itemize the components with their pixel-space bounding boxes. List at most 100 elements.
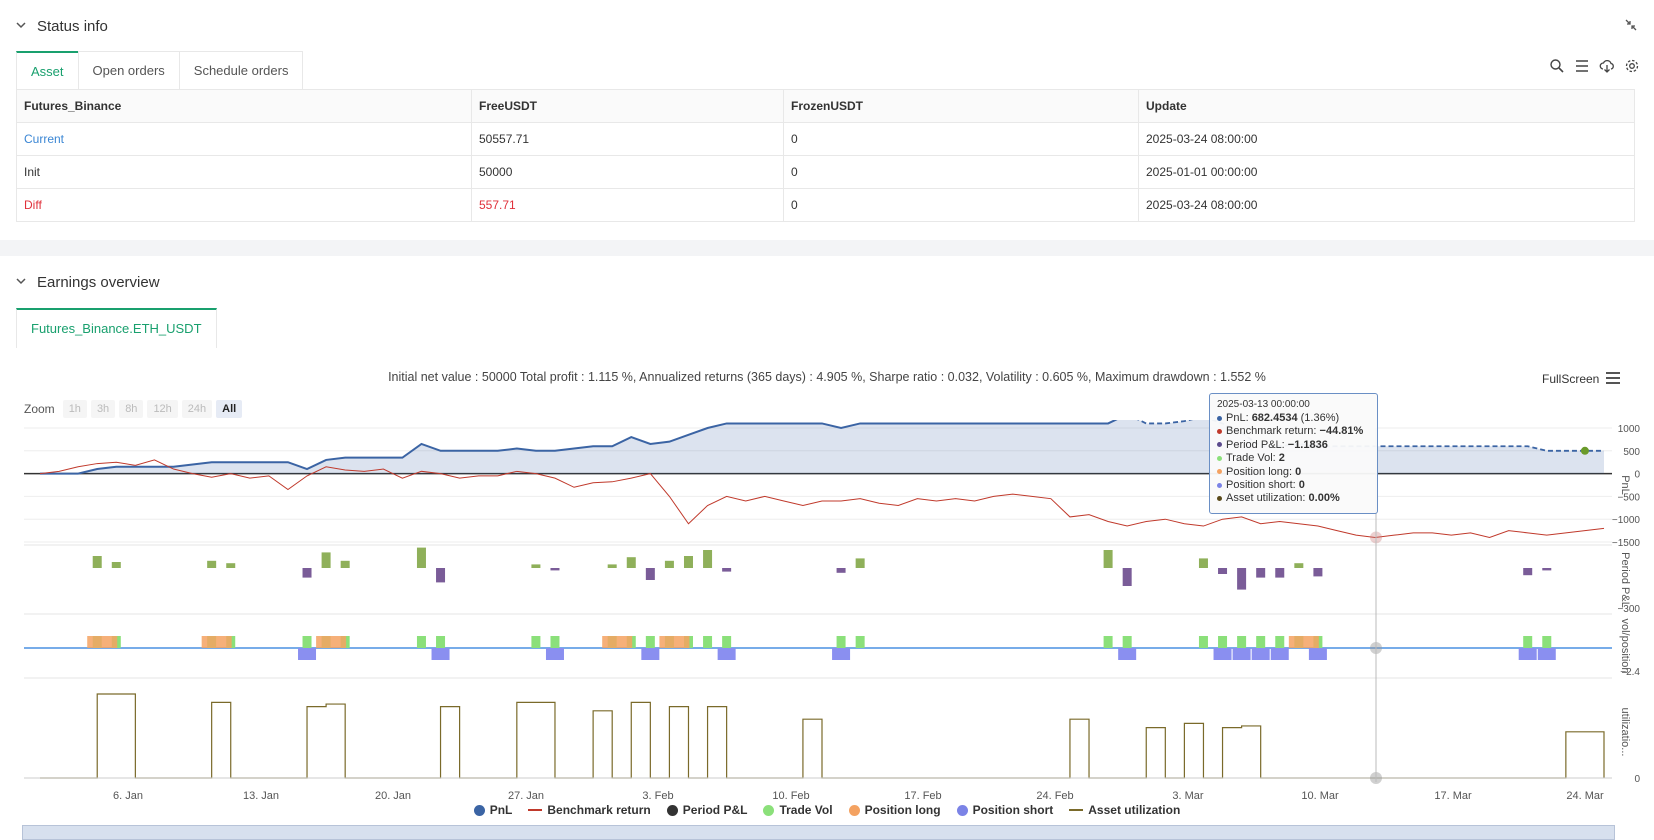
zoom-all-button[interactable]: All	[216, 400, 243, 418]
period-pnl-bar	[645, 568, 655, 580]
legend-item[interactable]: Period P&L	[666, 803, 748, 817]
tooltip-row: Period P&L: −1.1836	[1217, 439, 1370, 452]
tooltip-value: 0.00%	[1308, 492, 1340, 505]
tab-open-orders[interactable]: Open orders	[77, 51, 180, 90]
x-tick-label: 27. Jan	[508, 790, 544, 802]
x-tick-label: 3. Mar	[1172, 790, 1204, 802]
table-header-row: Futures_Binance FreeUSDT FrozenUSDT Upda…	[16, 89, 1635, 123]
asset-table: Futures_Binance FreeUSDT FrozenUSDT Upda…	[16, 89, 1635, 222]
trade-vol-bar	[855, 636, 865, 648]
earnings-chart[interactable]: 1000 500 0 −500 −1000 −1500 −300 −2.4 0 6. Jan 13.…	[0, 420, 1654, 802]
trade-vol-bar	[1198, 636, 1208, 648]
chevron-down-icon[interactable]	[14, 18, 28, 32]
tooltip-label: Position short:	[1226, 479, 1299, 492]
tab-futures-binance-eth-usdt[interactable]: Futures_Binance.ETH_USDT	[16, 308, 217, 348]
x-tick-label: 13. Jan	[243, 790, 279, 802]
trade-vol-bar	[836, 636, 846, 648]
y-tick-label: −500	[1617, 492, 1640, 503]
zoom-3h-button[interactable]: 3h	[90, 400, 116, 418]
series-bullet-icon	[1217, 496, 1222, 502]
period-pnl-bar	[1275, 568, 1285, 578]
zoom-controls: Zoom 1h 3h 8h 12h 24h All	[24, 400, 243, 418]
stats-summary: Initial net value : 50000 Total profit :…	[388, 370, 1266, 384]
y-tick-label: 500	[1623, 447, 1640, 458]
trade-vol-bar	[1122, 636, 1132, 648]
zoom-1h-button[interactable]: 1h	[62, 400, 87, 418]
tooltip-label: Asset utilization:	[1226, 492, 1309, 505]
legend-item[interactable]: PnL	[473, 803, 512, 817]
pane-axis-label: vol/position	[1619, 618, 1631, 673]
search-icon[interactable]	[1549, 58, 1565, 74]
period-pnl-bar	[321, 552, 331, 568]
zoom-12h-button[interactable]: 12h	[147, 400, 178, 418]
legend-symbol-icon	[848, 804, 860, 816]
settings-icon[interactable]	[1624, 58, 1640, 74]
hamburger-menu-icon[interactable]	[1605, 371, 1621, 385]
series-bullet-icon	[1217, 442, 1222, 448]
utilization-line	[40, 693, 1605, 779]
tab-schedule-orders[interactable]: Schedule orders	[178, 51, 304, 90]
position-short-bar	[298, 648, 317, 660]
column-header[interactable]: Futures_Binance	[16, 89, 472, 123]
tooltip-value: 0	[1295, 465, 1302, 478]
x-tick-label: 20. Jan	[375, 790, 411, 802]
position-short-bar	[1537, 648, 1556, 660]
pnl-marker	[1580, 446, 1589, 455]
tooltip-row: Position short: 0	[1217, 479, 1370, 492]
zoom-8h-button[interactable]: 8h	[119, 400, 144, 418]
trade-vol-bar	[302, 636, 312, 648]
column-header[interactable]: FreeUSDT	[471, 89, 784, 123]
series-bullet-icon	[1217, 455, 1222, 461]
y-tick-label: 1000	[1618, 424, 1641, 435]
row-name-current[interactable]: Current	[16, 122, 472, 156]
collapse-icon[interactable]	[1624, 18, 1638, 32]
row-name-diff: Diff	[16, 188, 472, 222]
legend-item[interactable]: Trade Vol	[763, 803, 833, 817]
list-icon[interactable]	[1574, 58, 1590, 74]
trade-vol-bar	[550, 636, 560, 648]
period-pnl-bar	[416, 547, 426, 568]
zoom-24h-button[interactable]: 24h	[181, 400, 213, 418]
tab-asset[interactable]: Asset	[16, 51, 79, 91]
y-tick-label: 0	[1634, 470, 1640, 481]
tooltip-extra: (1.36%)	[1297, 412, 1340, 424]
period-pnl-bar	[226, 563, 236, 568]
period-pnl-bar	[302, 568, 312, 578]
y-tick-label: −1000	[1612, 515, 1641, 526]
legend-item[interactable]: Asset utilization	[1069, 803, 1180, 817]
period-pnl-bar	[836, 568, 846, 573]
legend-label: Period P&L	[682, 803, 748, 817]
series-bullet-icon	[1217, 429, 1222, 434]
trade-vol-bar	[645, 636, 655, 648]
legend-item[interactable]: Benchmark return	[528, 803, 651, 817]
zoom-label: Zoom	[24, 402, 55, 416]
fullscreen-button[interactable]: FullScreen	[1542, 372, 1600, 386]
y-tick-label: −2.4	[1620, 667, 1640, 678]
trade-vol-bar	[1275, 636, 1285, 648]
tooltip-value: −44.81%	[1319, 425, 1364, 438]
chevron-down-icon[interactable]	[14, 274, 28, 288]
column-header[interactable]: FrozenUSDT	[783, 89, 1139, 123]
chart-legend: PnL Benchmark return Period P&L Trade Vol Po…	[0, 803, 1654, 817]
y-tick-label: 0	[1634, 774, 1640, 785]
period-pnl-bar	[531, 564, 541, 568]
tooltip-label: Benchmark return:	[1226, 425, 1320, 438]
legend-item[interactable]: Position short	[956, 803, 1053, 817]
earnings-panel-header: Earnings overview	[0, 256, 1654, 308]
cell-frozen: 0	[783, 122, 1139, 156]
status-tabs: Asset Open orders Schedule orders	[16, 51, 304, 91]
cloud-download-icon[interactable]	[1599, 58, 1615, 74]
table-row: Diff 557.71 0 2025-03-24 08:00:00	[16, 188, 1635, 222]
column-header[interactable]: Update	[1138, 89, 1635, 123]
period-pnl-bar	[207, 560, 217, 568]
period-pnl-bar	[1256, 568, 1266, 578]
trade-vol-bar	[531, 636, 541, 648]
cell-free: 50000	[471, 155, 784, 189]
legend-item[interactable]: Position long	[848, 803, 941, 817]
legend-symbol-icon	[956, 804, 968, 816]
period-pnl-bar	[1237, 568, 1247, 590]
position-short-bar	[1518, 648, 1537, 660]
tooltip-label: PnL:	[1226, 412, 1252, 424]
x-tick-label: 10. Feb	[772, 790, 809, 802]
tooltip-value: 2	[1278, 452, 1285, 465]
